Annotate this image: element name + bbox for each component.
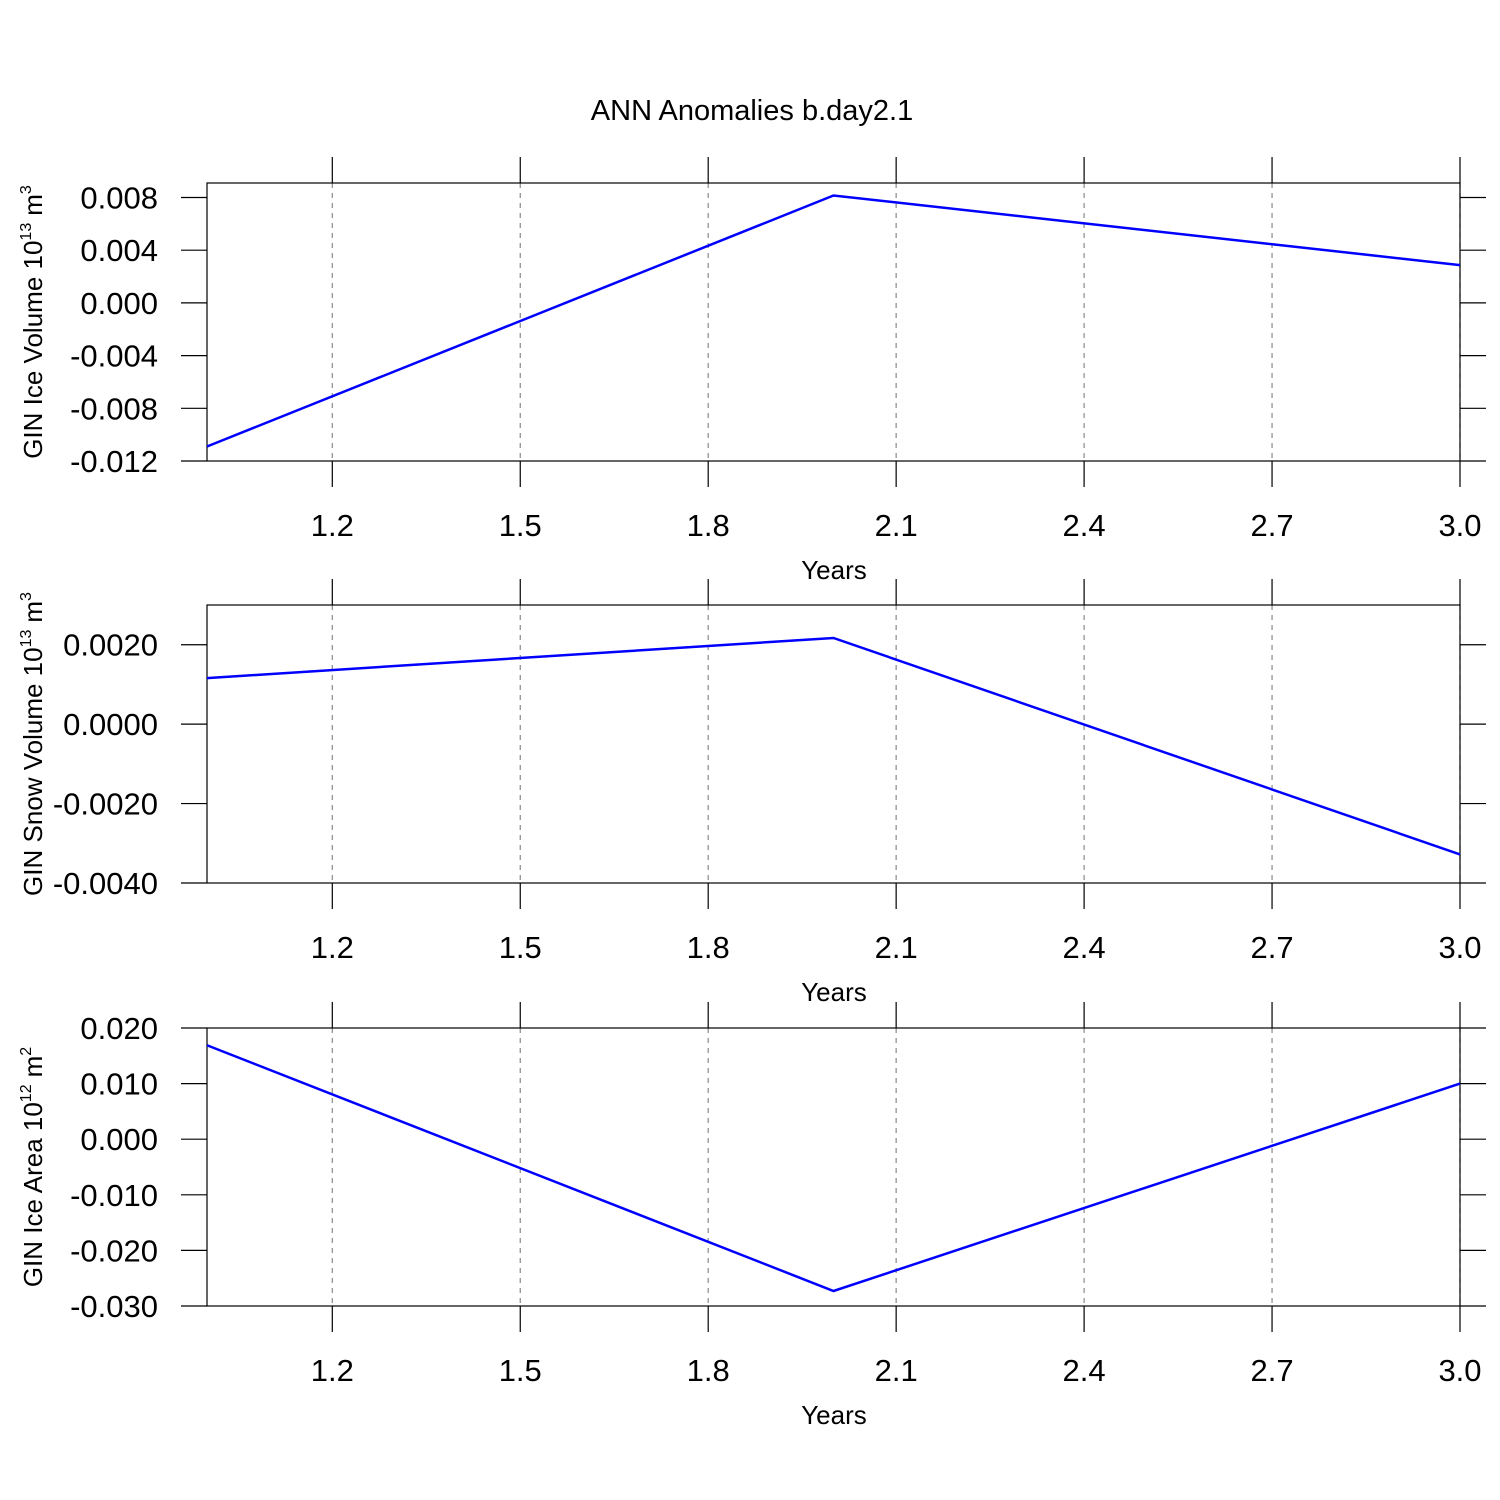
- x-tick-label: 2.4: [1063, 508, 1106, 543]
- y-axis-label-exponent: 13: [18, 223, 35, 241]
- x-tick-label: 2.1: [875, 508, 918, 543]
- y-tick-label: -0.004: [70, 339, 158, 374]
- x-tick-label: 1.5: [499, 930, 542, 965]
- x-axis-label: Years: [801, 555, 867, 585]
- y-tick-label: 0.020: [80, 1011, 158, 1046]
- plot-frame: [206, 182, 1461, 462]
- y-axis-label-unit-exponent: 3: [18, 185, 35, 194]
- y-tick-label: -0.0020: [53, 787, 158, 822]
- plot-frame: [206, 604, 1461, 884]
- y-tick-label: -0.030: [70, 1289, 158, 1324]
- y-tick-label: -0.010: [70, 1178, 158, 1213]
- x-axis-label: Years: [801, 1400, 867, 1430]
- y-axis-label-text: GIN Ice Area 10: [18, 1102, 48, 1287]
- y-tick-label: 0.004: [80, 233, 158, 268]
- y-tick-label: 0.000: [80, 286, 158, 321]
- x-tick-label: 1.2: [311, 930, 354, 965]
- y-tick-label: 0.0020: [63, 628, 158, 663]
- x-tick-label: 1.8: [687, 1353, 730, 1388]
- y-axis-label-text: GIN Ice Volume 10: [18, 241, 48, 459]
- y-axis-label: GIN Ice Volume 1013 m3: [18, 185, 48, 459]
- x-tick-label: 2.1: [875, 930, 918, 965]
- x-tick-label: 1.8: [687, 930, 730, 965]
- x-tick-label: 2.7: [1250, 930, 1293, 965]
- x-tick-label: 2.4: [1063, 930, 1106, 965]
- y-tick-label: 0.010: [80, 1067, 158, 1102]
- x-tick-label: 2.7: [1250, 508, 1293, 543]
- y-axis-label-exponent: 13: [18, 630, 35, 648]
- y-tick-label: -0.012: [70, 444, 158, 479]
- x-tick-label: 1.2: [311, 1353, 354, 1388]
- y-axis-label-unit: m: [18, 194, 48, 216]
- data-line: [206, 636, 1461, 856]
- y-axis-label-unit: m: [18, 1056, 48, 1078]
- x-tick-label: 1.5: [499, 508, 542, 543]
- x-tick-label: 1.8: [687, 508, 730, 543]
- y-tick-label: -0.0040: [53, 866, 158, 901]
- y-tick-label: 0.000: [80, 1122, 158, 1157]
- plot-frame: [206, 1027, 1461, 1307]
- y-tick-label: -0.008: [70, 391, 158, 426]
- x-tick-label: 3.0: [1438, 1353, 1481, 1388]
- y-axis-label: GIN Ice Area 1012 m2: [18, 1047, 48, 1287]
- y-tick-label: 0.0000: [63, 707, 158, 742]
- y-axis-label-unit: m: [18, 601, 48, 623]
- x-axis-label: Years: [801, 977, 867, 1007]
- y-axis-label: GIN Snow Volume 1013 m3: [18, 592, 48, 896]
- y-axis-label-exponent: 12: [18, 1084, 35, 1102]
- x-tick-label: 2.7: [1250, 1353, 1293, 1388]
- y-tick-label: -0.020: [70, 1233, 158, 1268]
- x-tick-label: 1.5: [499, 1353, 542, 1388]
- x-tick-label: 2.4: [1063, 1353, 1106, 1388]
- x-tick-label: 2.1: [875, 1353, 918, 1388]
- x-tick-label: 3.0: [1438, 930, 1481, 965]
- figure-title: ANN Anomalies b.day2.1: [591, 95, 913, 127]
- data-line: [206, 1044, 1461, 1293]
- y-axis-label-text: GIN Snow Volume 10: [18, 647, 48, 896]
- x-tick-label: 1.2: [311, 508, 354, 543]
- y-axis-label-unit-exponent: 2: [18, 1047, 35, 1056]
- data-line: [206, 194, 1461, 448]
- y-axis-label-unit-exponent: 3: [18, 592, 35, 601]
- x-tick-label: 3.0: [1438, 508, 1481, 543]
- y-tick-label: 0.008: [80, 180, 158, 215]
